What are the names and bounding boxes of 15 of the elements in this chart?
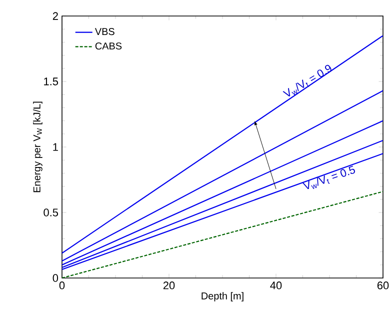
x-tick-label: 40	[270, 282, 282, 290]
y-tick-label: 0.5	[44, 208, 58, 216]
y-tick-label: 1.5	[44, 78, 58, 86]
x-axis-title: Depth [m]	[202, 292, 244, 302]
legend-label: CABS	[95, 42, 122, 50]
annotation: V$_{w}$/V$_{t}$ = 0.9	[282, 64, 332, 96]
legend-label: VBS	[94, 28, 114, 36]
x-tick-label: 20	[163, 282, 175, 290]
y-axis-title: Energy per V$_{W}$ [kJ/L]	[33, 102, 42, 192]
x-tick-label: 0	[59, 282, 65, 290]
y-tick-label: 2	[52, 12, 58, 20]
y-tick-label: 1	[53, 143, 58, 151]
y-tick-label: 0	[52, 274, 58, 282]
annotation: V$_{w}$/V$_{t}$ = 0.5	[302, 166, 355, 190]
x-tick-label: 60	[377, 282, 389, 290]
